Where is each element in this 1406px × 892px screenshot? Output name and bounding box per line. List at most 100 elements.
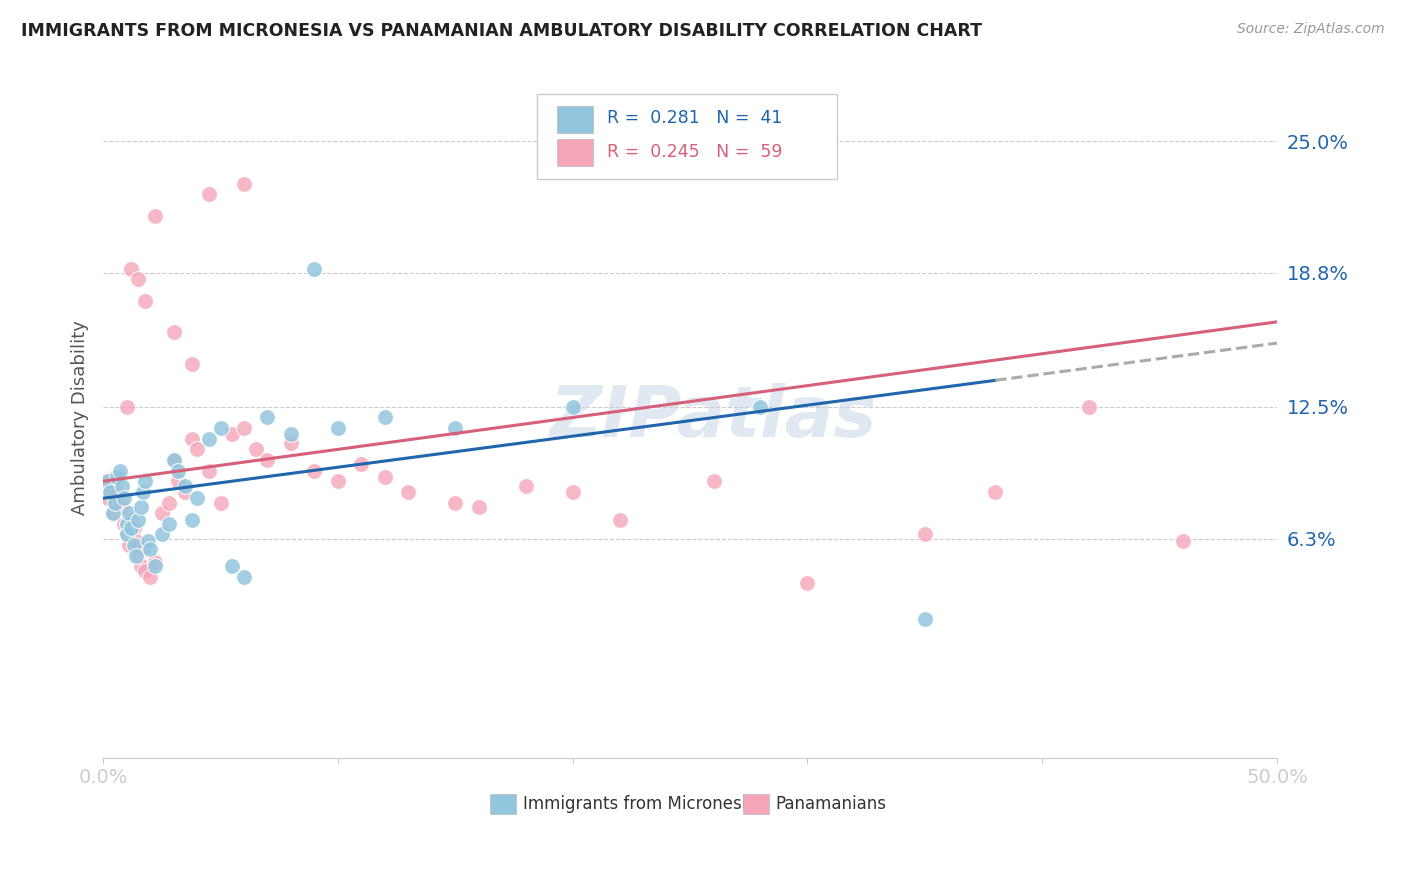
Point <box>157 516 180 531</box>
FancyBboxPatch shape <box>491 794 516 814</box>
Point <box>111 500 134 514</box>
Point <box>256 453 278 467</box>
Point <box>374 410 396 425</box>
Point <box>127 272 149 286</box>
Point <box>104 495 127 509</box>
Text: Panamanians: Panamanians <box>776 795 887 813</box>
Point <box>122 521 145 535</box>
Point <box>132 484 155 499</box>
Point <box>105 484 128 499</box>
Point <box>796 576 818 591</box>
Point <box>233 177 256 191</box>
Point <box>101 506 124 520</box>
Point <box>561 400 583 414</box>
Point <box>136 533 159 548</box>
Point <box>122 538 145 552</box>
FancyBboxPatch shape <box>742 794 769 814</box>
Point <box>132 542 155 557</box>
Point <box>105 470 128 484</box>
Point <box>157 495 180 509</box>
Point <box>702 475 724 489</box>
Point <box>139 570 162 584</box>
Point <box>515 478 537 492</box>
Point <box>186 442 208 457</box>
Point <box>115 516 138 531</box>
Point <box>468 500 491 514</box>
Point <box>97 475 120 489</box>
Point <box>444 495 467 509</box>
Point <box>162 326 184 340</box>
Point <box>326 421 349 435</box>
Point <box>561 484 583 499</box>
FancyBboxPatch shape <box>537 95 837 179</box>
Point <box>304 261 326 276</box>
Point <box>181 357 204 371</box>
Point <box>396 484 419 499</box>
Point <box>125 533 148 548</box>
Point <box>209 495 232 509</box>
Y-axis label: Ambulatory Disability: Ambulatory Disability <box>72 320 89 515</box>
Point <box>111 478 134 492</box>
Point <box>129 559 152 574</box>
Point <box>143 555 166 569</box>
Point <box>1078 400 1101 414</box>
Point <box>197 464 219 478</box>
Point <box>167 475 190 489</box>
Point <box>150 506 173 520</box>
Point <box>209 421 232 435</box>
Point <box>221 559 243 574</box>
Point <box>326 475 349 489</box>
Point <box>197 432 219 446</box>
Point <box>181 512 204 526</box>
Point <box>98 478 121 492</box>
Point <box>101 506 124 520</box>
Point <box>120 521 142 535</box>
Point <box>127 549 149 563</box>
Point <box>118 538 141 552</box>
Point <box>749 400 772 414</box>
Point <box>1171 533 1194 548</box>
Point <box>112 491 135 506</box>
FancyBboxPatch shape <box>557 106 592 133</box>
Point <box>162 453 184 467</box>
Point <box>139 542 162 557</box>
Point <box>984 484 1007 499</box>
Point <box>108 495 131 509</box>
Point <box>304 464 326 478</box>
Point <box>127 512 149 526</box>
Point <box>167 464 190 478</box>
Point <box>197 187 219 202</box>
Point <box>94 475 117 489</box>
Point <box>125 549 148 563</box>
FancyBboxPatch shape <box>557 138 592 166</box>
Point <box>98 484 121 499</box>
Point <box>115 527 138 541</box>
Text: IMMIGRANTS FROM MICRONESIA VS PANAMANIAN AMBULATORY DISABILITY CORRELATION CHART: IMMIGRANTS FROM MICRONESIA VS PANAMANIAN… <box>21 22 981 40</box>
Point <box>221 427 243 442</box>
Point <box>129 500 152 514</box>
Text: ZIPatlas: ZIPatlas <box>550 383 877 452</box>
Point <box>233 421 256 435</box>
Point <box>186 491 208 506</box>
Point <box>280 436 302 450</box>
Point <box>174 484 197 499</box>
Point <box>162 453 184 467</box>
Point <box>115 527 138 541</box>
Point <box>233 570 256 584</box>
Text: Source: ZipAtlas.com: Source: ZipAtlas.com <box>1237 22 1385 37</box>
Point <box>118 506 141 520</box>
Point <box>104 470 127 484</box>
Point <box>350 457 373 471</box>
Point <box>134 564 156 578</box>
Point <box>609 512 631 526</box>
Point <box>108 464 131 478</box>
Point <box>245 442 267 457</box>
Point <box>150 527 173 541</box>
Point <box>280 427 302 442</box>
Point <box>115 400 138 414</box>
Point <box>143 209 166 223</box>
Point <box>134 293 156 308</box>
Point <box>120 261 142 276</box>
Point <box>120 512 142 526</box>
Point <box>181 432 204 446</box>
